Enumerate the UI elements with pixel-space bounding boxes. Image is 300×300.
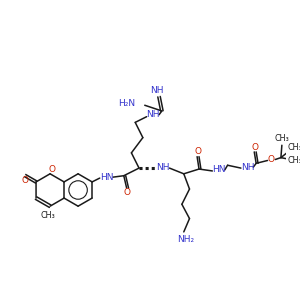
Text: CH₃: CH₃ <box>274 134 289 143</box>
Text: CH₃: CH₃ <box>41 211 56 220</box>
Text: NH: NH <box>241 163 254 172</box>
Text: O: O <box>49 164 56 173</box>
Text: NH₂: NH₂ <box>177 235 194 244</box>
Text: NH: NH <box>156 163 169 172</box>
Text: O: O <box>195 147 202 156</box>
Text: O: O <box>268 155 275 164</box>
Text: HN: HN <box>100 172 113 182</box>
Text: CH₃: CH₃ <box>288 156 300 165</box>
Text: NH: NH <box>147 110 160 119</box>
Text: O: O <box>123 188 130 197</box>
Text: O: O <box>252 142 259 152</box>
Text: CH₃: CH₃ <box>288 142 300 152</box>
Text: H₂N: H₂N <box>118 99 135 108</box>
Text: NH: NH <box>150 85 164 94</box>
Text: O: O <box>22 176 29 185</box>
Text: HN: HN <box>212 166 226 175</box>
